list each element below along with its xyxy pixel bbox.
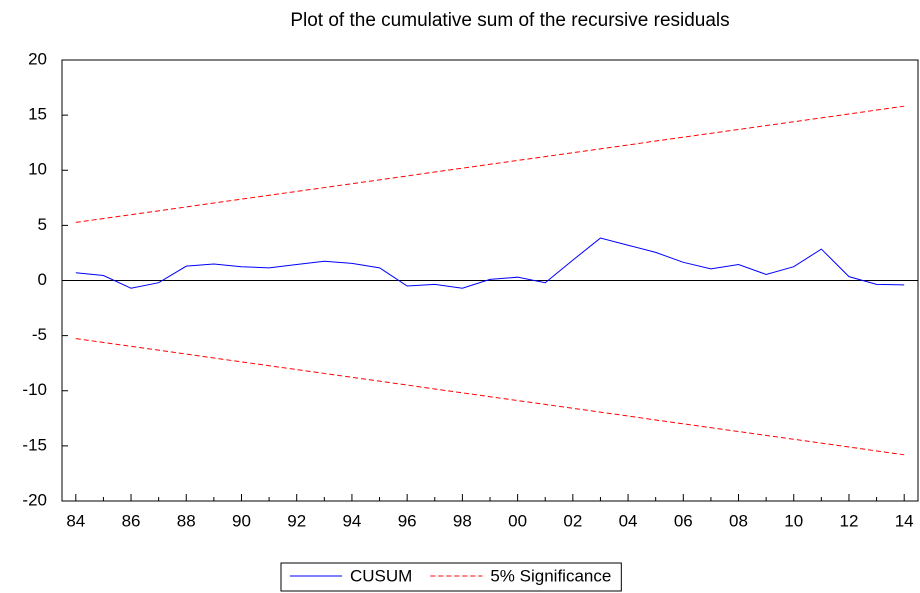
legend-label: 5% Significance — [490, 566, 611, 585]
legend-box — [280, 562, 622, 592]
x-tick-label: 86 — [122, 511, 141, 530]
y-tick-label: -15 — [22, 435, 47, 454]
y-tick-label: -20 — [22, 490, 47, 509]
y-tick-label: 20 — [28, 49, 47, 68]
x-tick-label: 10 — [784, 511, 803, 530]
x-tick-label: 12 — [840, 511, 859, 530]
x-tick-label: 90 — [232, 511, 251, 530]
x-tick-label: 06 — [674, 511, 693, 530]
chart-title: Plot of the cumulative sum of the recurs… — [290, 10, 729, 31]
x-tick-label: 08 — [729, 511, 748, 530]
x-tick-label: 02 — [563, 511, 582, 530]
x-tick-label: 96 — [398, 511, 417, 530]
y-tick-label: -10 — [22, 380, 47, 399]
y-tick-label: 15 — [28, 105, 47, 124]
legend-label: CUSUM — [350, 566, 412, 585]
x-tick-label: 84 — [66, 511, 85, 530]
series-line — [75, 338, 905, 456]
x-tick-label: 14 — [895, 511, 914, 530]
y-tick-label: 10 — [28, 160, 47, 179]
y-tick-label: 0 — [38, 270, 47, 289]
x-tick-label: 98 — [453, 511, 472, 530]
y-tick-label: 5 — [38, 215, 47, 234]
x-tick-label: 88 — [177, 511, 196, 530]
x-tick-label: 00 — [508, 511, 527, 530]
x-tick-label: 04 — [619, 511, 638, 530]
y-tick-label: -5 — [32, 325, 47, 344]
series-line — [75, 105, 905, 223]
x-tick-label: 92 — [287, 511, 306, 530]
x-tick-label: 94 — [342, 511, 361, 530]
series-line — [75, 237, 905, 289]
